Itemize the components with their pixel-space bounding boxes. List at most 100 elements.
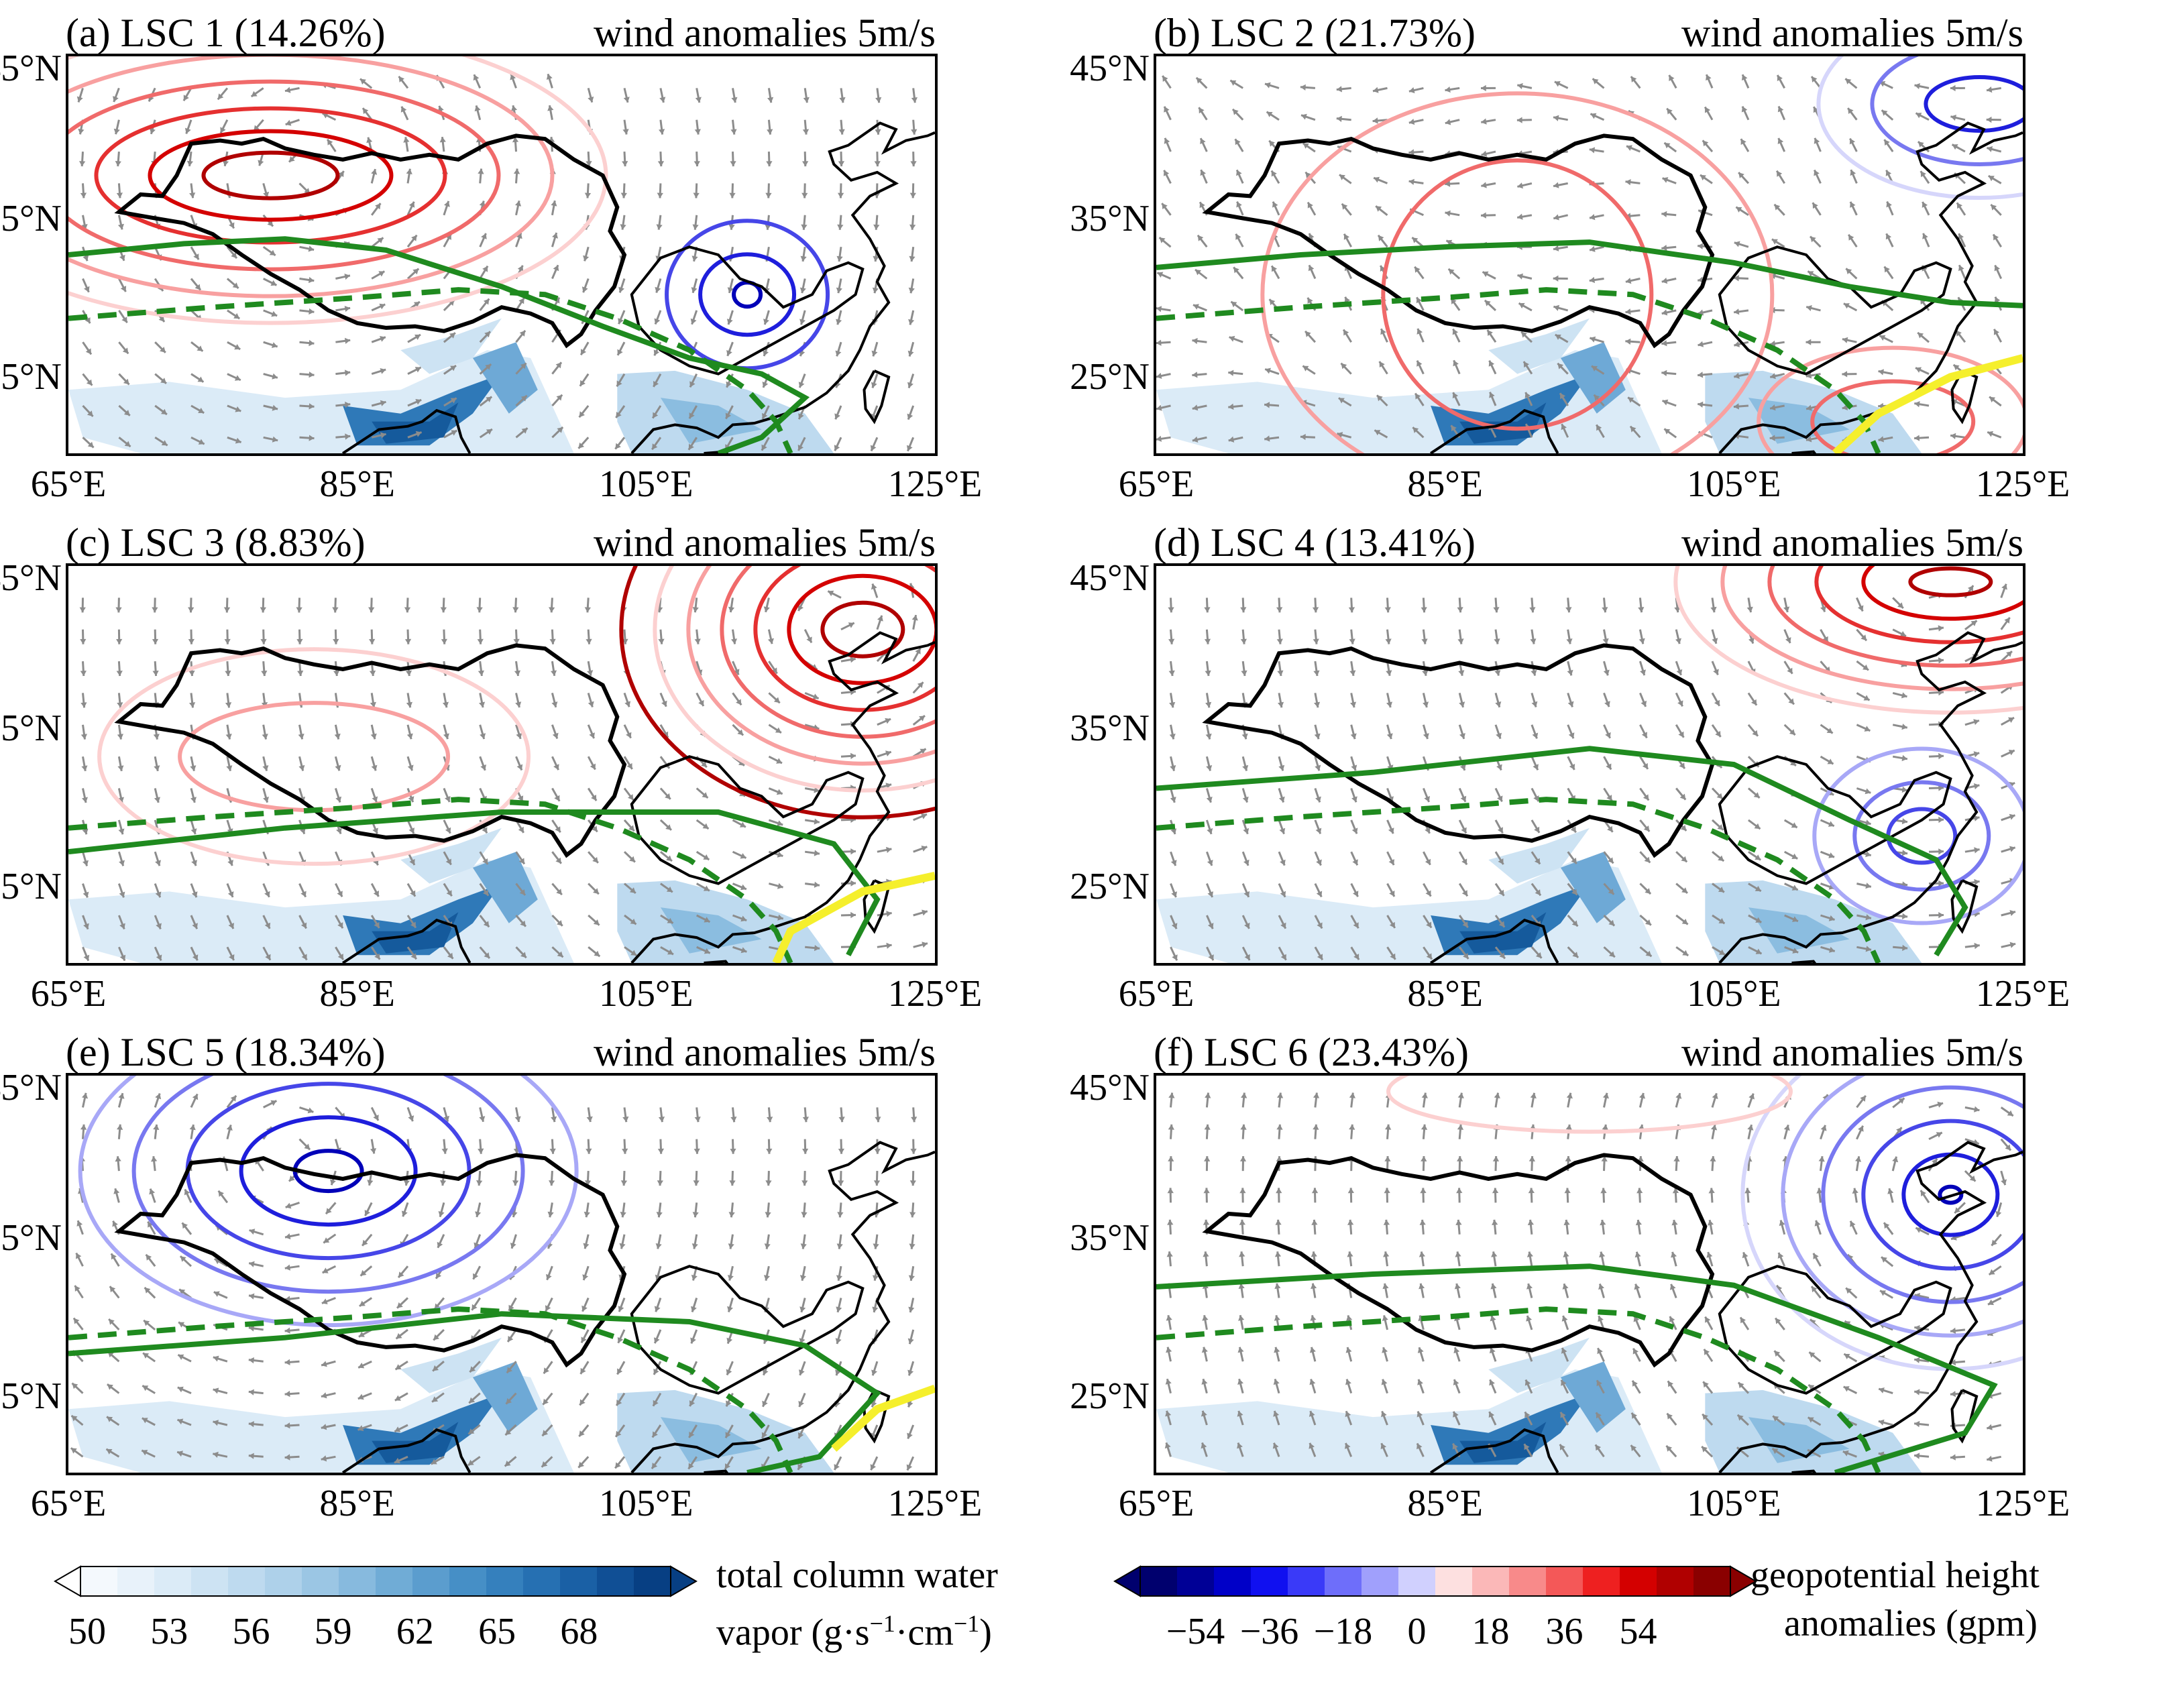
colorbar-segment — [376, 1567, 413, 1596]
colorbar-tick-label: 50 — [68, 1611, 106, 1652]
colorbar-segment — [1509, 1567, 1547, 1596]
map-plot — [1156, 566, 2023, 963]
lat-tick-label: 35°N — [1070, 707, 1150, 749]
colorbar-segment — [412, 1567, 450, 1596]
colorbar-segment — [449, 1567, 487, 1596]
lat-tick-label: 45°N — [1070, 1067, 1150, 1108]
colorbar-tick-label: 62 — [396, 1611, 434, 1652]
map-plot — [1156, 56, 2023, 453]
map-frame — [1154, 54, 2025, 456]
lat-tick-label: 25°N — [1070, 1375, 1150, 1417]
map-panel-a: (a) LSC 1 (14.26%) wind anomalies 5m/s 45°… — [0, 11, 1060, 510]
colorbar-segment — [634, 1567, 671, 1596]
colorbar-segment — [486, 1567, 524, 1596]
lon-tick-label: 85°E — [319, 463, 395, 505]
tcwv-colorbar: 50 53 56 59 62 65 68 total column water vapor … — [54, 1555, 998, 1699]
colorbar-segment — [1657, 1567, 1694, 1596]
colorbar-segment — [1693, 1567, 1731, 1596]
lat-tick-label: 35°N — [0, 707, 62, 749]
panel-title: (e) LSC 5 (18.34%) — [66, 1030, 386, 1074]
lon-tick-label: 105°E — [1687, 1483, 1781, 1524]
lon-tick-label: 65°E — [30, 463, 107, 505]
colorbar-segment — [1214, 1567, 1252, 1596]
gph-colorbar-strip — [1113, 1565, 1757, 1597]
colorbar-tick-label: −18 — [1313, 1611, 1373, 1652]
lat-tick-label: 45°N — [0, 557, 62, 599]
colorbar-segment — [1177, 1567, 1215, 1596]
panel-title: (c) LSC 3 (8.83%) — [66, 520, 366, 565]
lon-tick-label: 85°E — [319, 1483, 395, 1524]
colorbar-tick-label: 54 — [1619, 1611, 1657, 1652]
colorbar-segment — [117, 1567, 155, 1596]
colorbar-segment — [1140, 1567, 1178, 1596]
lat-tick-label: 25°N — [0, 866, 62, 907]
lon-tick-label: 105°E — [599, 973, 693, 1015]
lat-tick-label: 25°N — [1070, 866, 1150, 907]
wind-scale-label: wind anomalies 5m/s — [594, 1030, 936, 1074]
lon-tick-label: 65°E — [1118, 973, 1194, 1015]
colorbar-tick-label: −54 — [1166, 1611, 1225, 1652]
colorbar-segment — [228, 1567, 266, 1596]
wind-scale-label: wind anomalies 5m/s — [594, 11, 936, 55]
map-plot — [68, 1076, 935, 1473]
lon-tick-label: 65°E — [1118, 463, 1194, 505]
map-frame — [66, 1073, 938, 1475]
map-frame — [1154, 1073, 2025, 1475]
tcwv-colorbar-strip — [54, 1565, 698, 1597]
colorbar-segment — [339, 1567, 376, 1596]
lon-tick-label: 125°E — [1975, 463, 2070, 505]
colorbar-segment — [80, 1567, 118, 1596]
gph-label-line1: geopotential height — [1751, 1554, 2040, 1596]
colorbar-tick-label: 0 — [1407, 1611, 1427, 1652]
panel-title: (f) LSC 6 (23.43%) — [1154, 1030, 1469, 1074]
lon-tick-label: 85°E — [1407, 463, 1483, 505]
lat-tick-label: 45°N — [0, 1067, 62, 1108]
lon-tick-label: 65°E — [1118, 1483, 1194, 1524]
map-plot — [68, 566, 935, 963]
wind-scale-label: wind anomalies 5m/s — [1681, 1030, 2023, 1074]
map-plot — [1156, 1076, 2023, 1473]
lat-tick-label: 45°N — [1070, 48, 1150, 89]
map-frame — [1154, 563, 2025, 966]
colorbar-segment — [302, 1567, 339, 1596]
colorbar-tick-label: 68 — [560, 1611, 598, 1652]
lon-tick-label: 85°E — [1407, 1483, 1483, 1524]
colorbar-tick-label: 18 — [1471, 1611, 1510, 1652]
lat-tick-label: 35°N — [0, 1217, 62, 1259]
lon-tick-label: 105°E — [599, 463, 693, 505]
lon-tick-label: 65°E — [30, 1483, 107, 1524]
panel-title: (d) LSC 4 (13.41%) — [1154, 520, 1476, 565]
wind-scale-label: wind anomalies 5m/s — [1681, 11, 2023, 55]
colorbar-segment — [1325, 1567, 1362, 1596]
colorbar-segment — [523, 1567, 561, 1596]
panel-title: (b) LSC 2 (21.73%) — [1154, 11, 1476, 55]
colorbar-segment — [1546, 1567, 1583, 1596]
lat-tick-label: 25°N — [0, 356, 62, 398]
lat-tick-label: 25°N — [0, 1375, 62, 1417]
colorbar-segment — [1472, 1567, 1510, 1596]
panel-title: (a) LSC 1 (14.26%) — [66, 11, 386, 55]
colorbar-tick-label: 36 — [1545, 1611, 1583, 1652]
lon-tick-label: 105°E — [599, 1483, 693, 1524]
map-plot — [68, 56, 935, 453]
colorbar-segment — [1362, 1567, 1399, 1596]
lon-tick-label: 125°E — [887, 1483, 983, 1524]
lon-tick-label: 125°E — [887, 463, 983, 505]
lat-tick-label: 25°N — [1070, 356, 1150, 398]
gph-colorbar: −54 −36 −18 0 18 36 54 geopotential height ano… — [1113, 1555, 2040, 1699]
map-panel-b: (b) LSC 2 (21.73%) wind anomalies 5m/s 45°… — [1070, 11, 2148, 510]
lon-tick-label: 125°E — [887, 973, 983, 1015]
colorbar-segment — [154, 1567, 192, 1596]
colorbar-tick-label: 56 — [232, 1611, 270, 1652]
lat-tick-label: 35°N — [1070, 1217, 1150, 1259]
colorbar-segment — [560, 1567, 598, 1596]
lon-tick-label: 105°E — [1687, 973, 1781, 1015]
colorbar-segment — [1288, 1567, 1325, 1596]
lon-tick-label: 125°E — [1975, 973, 2070, 1015]
map-frame — [66, 54, 938, 456]
lon-tick-label: 85°E — [1407, 973, 1483, 1015]
gph-label-line2: anomalies (gpm) — [1784, 1603, 2038, 1644]
wind-scale-label: wind anomalies 5m/s — [594, 520, 936, 565]
wind-scale-label: wind anomalies 5m/s — [1681, 520, 2023, 565]
map-panel-d: (d) LSC 4 (13.41%) wind anomalies 5m/s 45°… — [1070, 520, 2148, 1019]
